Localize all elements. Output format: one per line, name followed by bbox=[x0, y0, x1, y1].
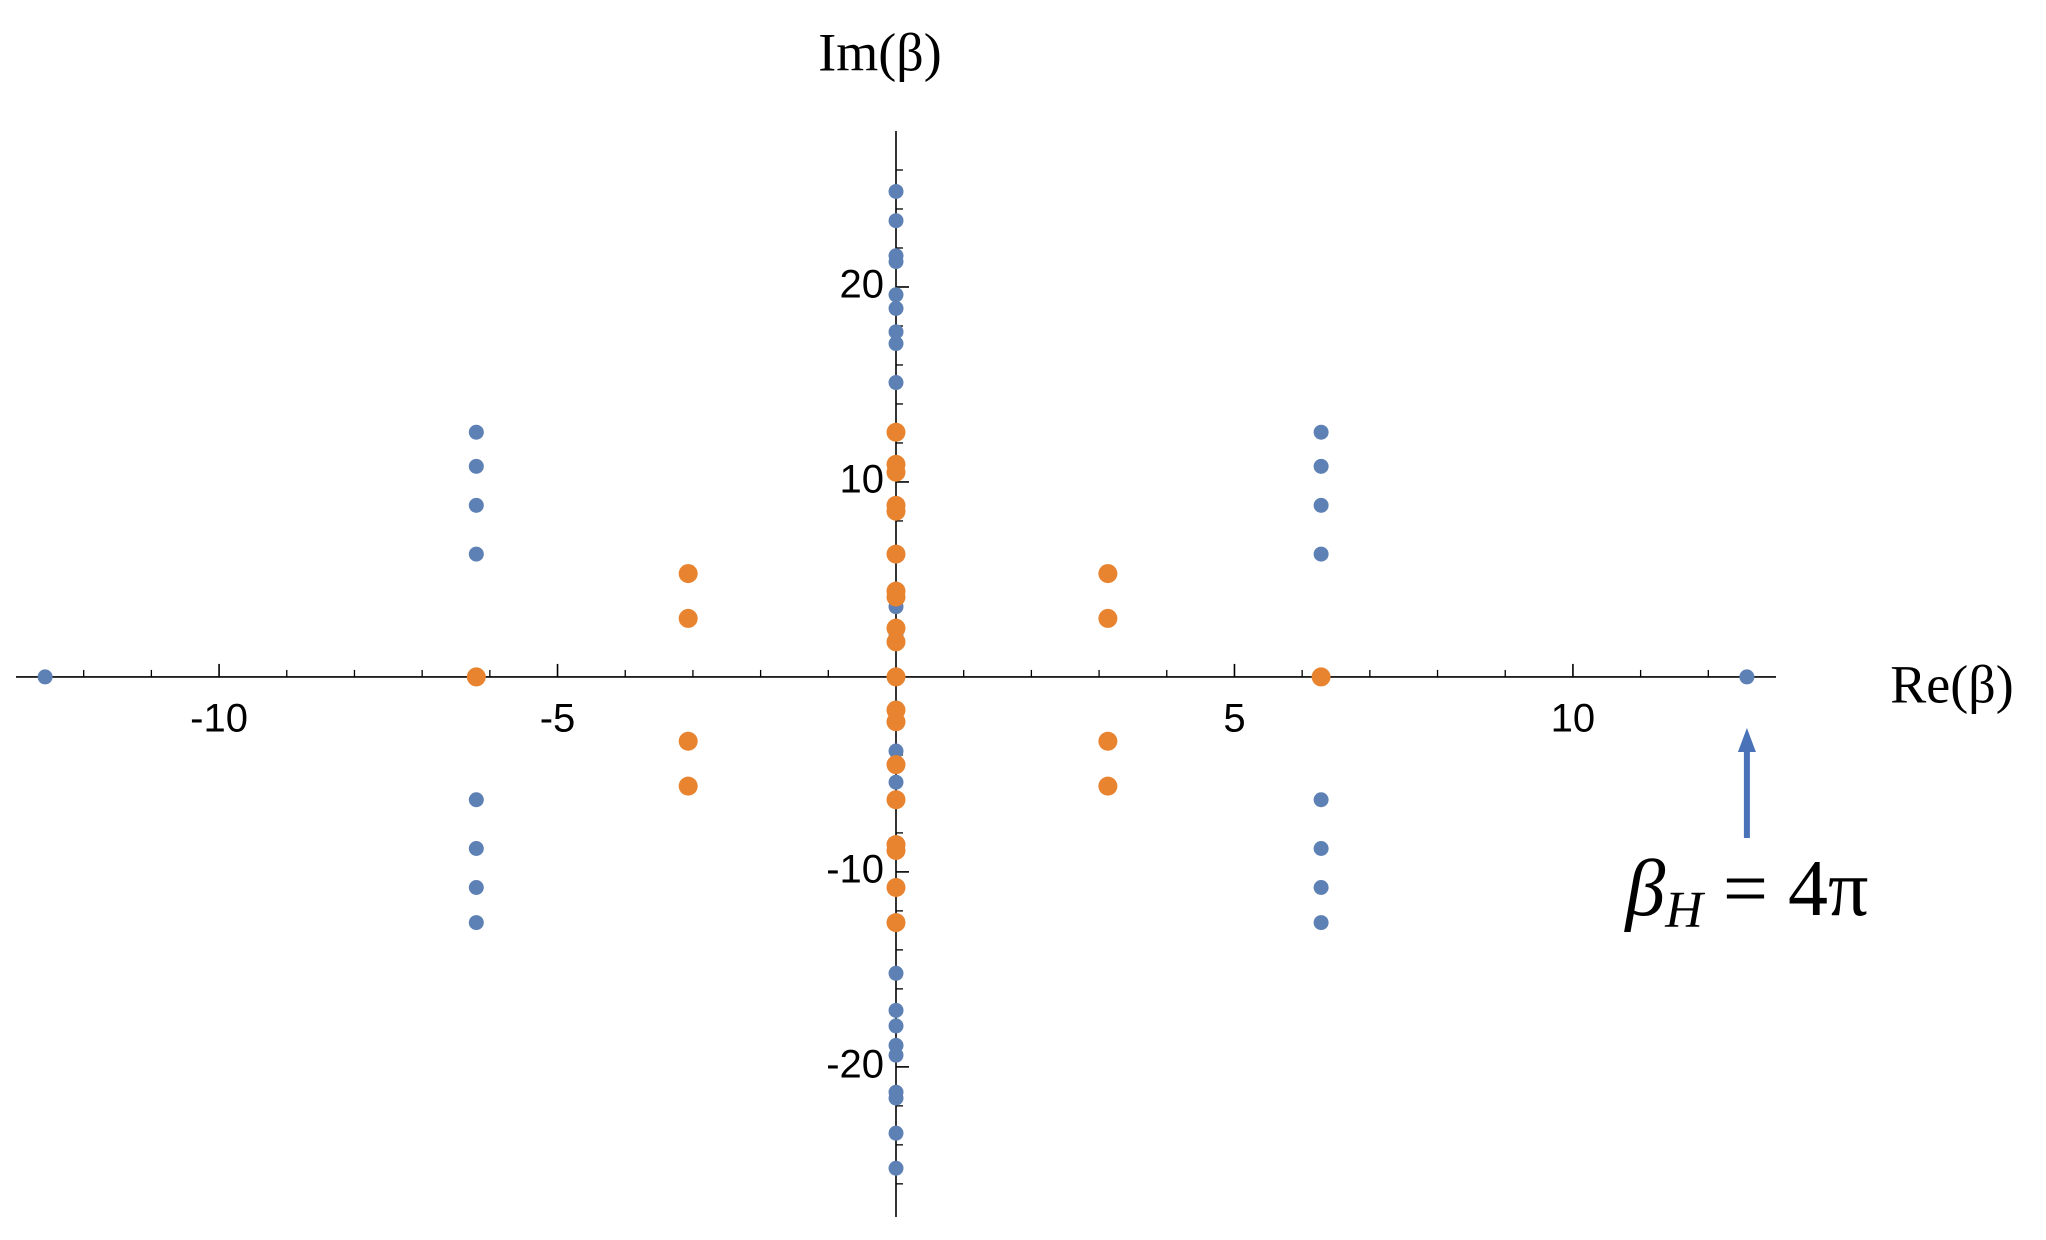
point bbox=[678, 608, 698, 628]
point bbox=[888, 183, 904, 199]
point bbox=[888, 375, 904, 391]
point bbox=[466, 667, 486, 687]
point bbox=[888, 965, 904, 981]
point bbox=[1098, 731, 1118, 751]
point bbox=[888, 1002, 904, 1018]
point bbox=[1311, 667, 1331, 687]
annotation-sub: H bbox=[1664, 882, 1705, 939]
point bbox=[1313, 458, 1329, 474]
annotation: βH = 4π bbox=[1623, 845, 1868, 939]
x-tick-label: -5 bbox=[540, 696, 576, 740]
point bbox=[886, 712, 906, 732]
annotation-base: β bbox=[1623, 845, 1665, 933]
point bbox=[886, 667, 906, 687]
point bbox=[1098, 776, 1118, 796]
point bbox=[468, 424, 484, 440]
point bbox=[886, 587, 906, 607]
point bbox=[888, 1047, 904, 1063]
point bbox=[888, 1090, 904, 1106]
point bbox=[888, 213, 904, 229]
point bbox=[888, 774, 904, 790]
point bbox=[1313, 915, 1329, 931]
point bbox=[468, 841, 484, 857]
point bbox=[468, 915, 484, 931]
point bbox=[886, 422, 906, 442]
point bbox=[888, 287, 904, 303]
point bbox=[888, 1160, 904, 1176]
point bbox=[886, 790, 906, 810]
x-tick-label: -10 bbox=[190, 696, 248, 740]
point bbox=[678, 776, 698, 796]
y-tick-label: 20 bbox=[840, 263, 885, 307]
annotation-rest: = 4π bbox=[1703, 845, 1869, 933]
y-tick-label: 10 bbox=[840, 458, 885, 502]
point bbox=[886, 877, 906, 897]
annotation-arrowhead bbox=[1737, 728, 1756, 752]
point bbox=[1313, 841, 1329, 857]
point bbox=[1313, 497, 1329, 513]
point bbox=[886, 501, 906, 521]
point bbox=[888, 324, 904, 340]
point bbox=[1313, 424, 1329, 440]
x-axis-label: Re(β) bbox=[1890, 654, 2013, 714]
point bbox=[886, 462, 906, 482]
point bbox=[678, 564, 698, 584]
point bbox=[886, 632, 906, 652]
point bbox=[886, 840, 906, 860]
point bbox=[888, 1125, 904, 1141]
point bbox=[888, 336, 904, 352]
point bbox=[886, 544, 906, 564]
point bbox=[888, 1018, 904, 1034]
point bbox=[886, 755, 906, 775]
point bbox=[1098, 564, 1118, 584]
y-tick-label: -20 bbox=[826, 1042, 884, 1086]
point bbox=[888, 743, 904, 759]
point bbox=[1739, 669, 1755, 685]
point bbox=[886, 913, 906, 933]
x-tick-label: 5 bbox=[1223, 696, 1245, 740]
y-axis-label: Im(β) bbox=[818, 22, 941, 82]
point bbox=[1313, 879, 1329, 895]
point bbox=[468, 497, 484, 513]
point bbox=[468, 458, 484, 474]
point bbox=[678, 731, 698, 751]
point bbox=[1313, 792, 1329, 808]
x-tick-label: 10 bbox=[1551, 696, 1596, 740]
point bbox=[37, 669, 53, 685]
point bbox=[468, 879, 484, 895]
y-tick-label: -10 bbox=[826, 847, 884, 891]
point bbox=[888, 300, 904, 316]
point bbox=[468, 792, 484, 808]
point bbox=[888, 254, 904, 270]
point bbox=[886, 618, 906, 638]
point bbox=[1313, 546, 1329, 562]
point bbox=[468, 546, 484, 562]
point bbox=[1098, 608, 1118, 628]
